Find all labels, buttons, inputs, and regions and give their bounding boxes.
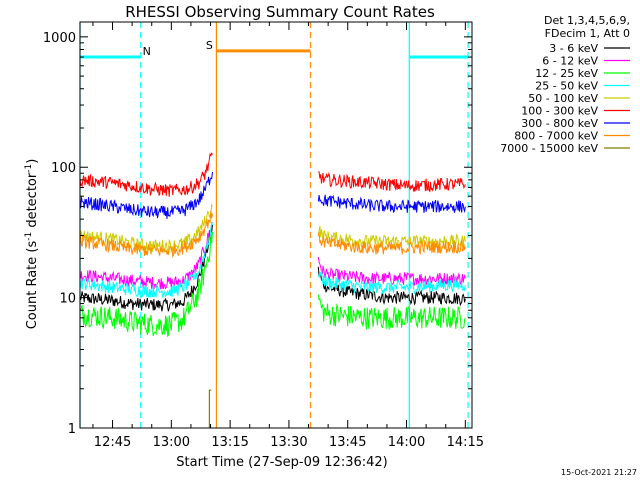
legend-entry-label: 6 - 12 keV	[542, 55, 598, 68]
plot-axes: 1 10 100 1000 12:45 13:00 13:15 13:30 13:45 14:00…	[43, 21, 484, 450]
footer-timestamp: 15-Oct-2021 21:27	[561, 468, 637, 477]
legend-entry-label: 300 - 800 keV	[521, 117, 598, 130]
legend-header-line1: Det 1,3,4,5,6,9,	[544, 14, 630, 27]
legend-header-line2: FDecim 1, Att 0	[545, 27, 630, 40]
series-line	[317, 270, 466, 295]
legend-entry-label: 25 - 50 keV	[535, 80, 598, 93]
x-axis-label: Start Time (27-Sep-09 12:36:42)	[176, 455, 387, 470]
series-line	[79, 152, 213, 197]
x-tick-label: 13:45	[329, 435, 366, 450]
x-tick-label: 13:00	[153, 435, 190, 450]
y-tick-label: 1000	[43, 31, 76, 46]
x-tick-label: 12:45	[94, 435, 131, 450]
chart-title: RHESSI Observing Summary Count Rates	[125, 3, 435, 21]
y-tick-label: 100	[51, 161, 76, 176]
series-line	[318, 171, 466, 193]
series-line	[208, 389, 212, 428]
legend-entry-label: 50 - 100 keV	[528, 92, 598, 105]
interval-label: N	[143, 45, 151, 58]
series-line	[79, 221, 213, 298]
x-tick-label: 13:30	[270, 435, 307, 450]
series-line	[79, 171, 213, 219]
series-line	[317, 194, 466, 214]
y-axis-label-end: )	[25, 159, 40, 164]
x-tick-label: 14:15	[447, 435, 484, 450]
legend-entry-label: 12 - 25 keV	[535, 67, 598, 80]
series-line	[317, 294, 466, 330]
series-line	[79, 229, 213, 338]
plot-frame	[79, 21, 473, 429]
series-line	[79, 225, 213, 312]
series-line	[79, 221, 213, 290]
legend-entry-label: 100 - 300 keV	[521, 105, 598, 118]
y-axis-label-sup1: -1	[24, 232, 34, 241]
y-tick-label: 1	[68, 422, 76, 437]
legend-entry-label: 800 - 7000 keV	[514, 130, 598, 143]
interval-lines	[79, 22, 469, 428]
series-line	[317, 266, 466, 307]
x-tick-label: 14:00	[388, 435, 425, 450]
y-axis-label-mid: detector	[25, 172, 40, 232]
legend-entry-label: 3 - 6 keV	[549, 42, 598, 55]
series-line	[317, 257, 466, 286]
interval-label: S	[206, 39, 213, 52]
legend-entry-label: 7000 - 15000 keV	[500, 142, 598, 155]
y-axis-label-main: Count Rate (s	[25, 241, 40, 330]
y-tick-label: 10	[59, 292, 76, 307]
x-tick-label: 13:15	[211, 435, 248, 450]
y-axis-label: Count Rate (s-1 detector-1)	[24, 159, 40, 330]
series-lines	[79, 152, 466, 428]
series-line	[317, 231, 466, 255]
series-line	[79, 210, 213, 259]
series-line	[317, 226, 466, 250]
y-axis-label-sup2: -1	[24, 164, 34, 173]
